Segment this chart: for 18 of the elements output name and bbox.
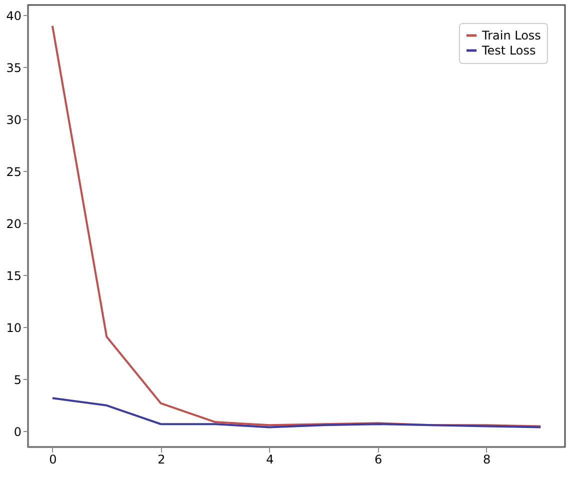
line-series [51,397,542,428]
y-tick-label: 0 [14,424,22,439]
x-tick-label: 8 [483,452,491,466]
y-tick-label: 15 [6,268,22,283]
y-tick-label: 5 [14,372,22,387]
y-tick-label: 30 [6,112,22,127]
line-series [51,24,542,428]
y-tick-label: 20 [6,216,22,231]
legend-label: Test Loss [481,44,536,58]
y-tick-label: 35 [6,60,22,75]
x-tick-label: 0 [49,452,57,466]
y-tick-label: 25 [6,164,22,179]
x-tick-label: 4 [266,452,274,466]
x-tick-label: 2 [158,452,166,466]
legend-label: Train Loss [481,28,541,42]
y-tick-label: 40 [6,8,22,23]
y-tick-label: 10 [6,320,22,335]
x-tick-label: 6 [374,452,382,466]
